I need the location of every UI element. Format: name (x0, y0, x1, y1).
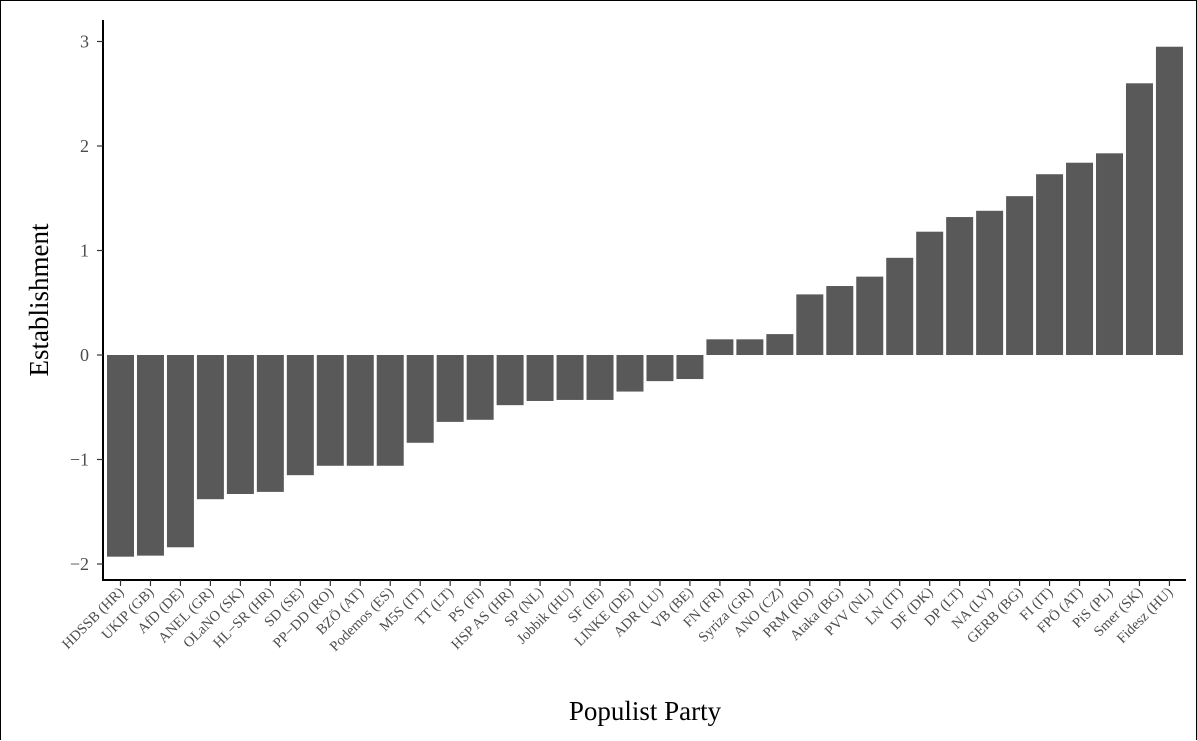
bars-group (107, 46, 1183, 557)
y-tick-label: −2 (70, 554, 89, 574)
bar (976, 210, 1004, 355)
bar (1096, 153, 1124, 355)
bar (1036, 174, 1064, 355)
bar (526, 355, 554, 401)
bar (107, 355, 134, 557)
bar (886, 257, 914, 355)
bar (436, 355, 464, 422)
x-axis-title: Populist Party (569, 696, 722, 726)
y-tick-label: 0 (80, 345, 89, 365)
y-tick-label: 2 (80, 136, 89, 156)
bar (166, 355, 194, 548)
bar (316, 355, 344, 466)
bar (286, 355, 314, 476)
bar (1155, 46, 1183, 355)
bar (796, 294, 824, 355)
bar (346, 355, 374, 466)
bar (1006, 196, 1034, 355)
y-axis-title: Establishment (24, 223, 54, 376)
bar (376, 355, 404, 466)
bar (826, 286, 854, 355)
bar (586, 355, 614, 400)
bar (466, 355, 494, 420)
y-tick-label: 3 (80, 32, 89, 52)
bar (916, 231, 944, 355)
bar (736, 339, 764, 355)
bar (226, 355, 254, 494)
bar (496, 355, 524, 406)
bar (676, 355, 704, 380)
bar (196, 355, 224, 500)
bar (136, 355, 164, 556)
bar (256, 355, 284, 492)
y-axis-ticks: −2 −1 0 1 2 3 (70, 32, 103, 574)
bar (1066, 162, 1094, 355)
x-axis-ticks: HDSSB (HR)UKIP (GB)AfD (DE)ANEL (GR)OLaN… (59, 580, 1176, 655)
bar (856, 276, 884, 356)
bar (946, 217, 974, 355)
bar (406, 355, 434, 443)
y-tick-label: 1 (80, 241, 89, 261)
bar (646, 355, 674, 382)
bar (766, 334, 794, 355)
bar (706, 339, 734, 355)
y-tick-label: −1 (70, 450, 89, 470)
bar (556, 355, 584, 400)
bar (1125, 83, 1153, 356)
bar (616, 355, 644, 392)
